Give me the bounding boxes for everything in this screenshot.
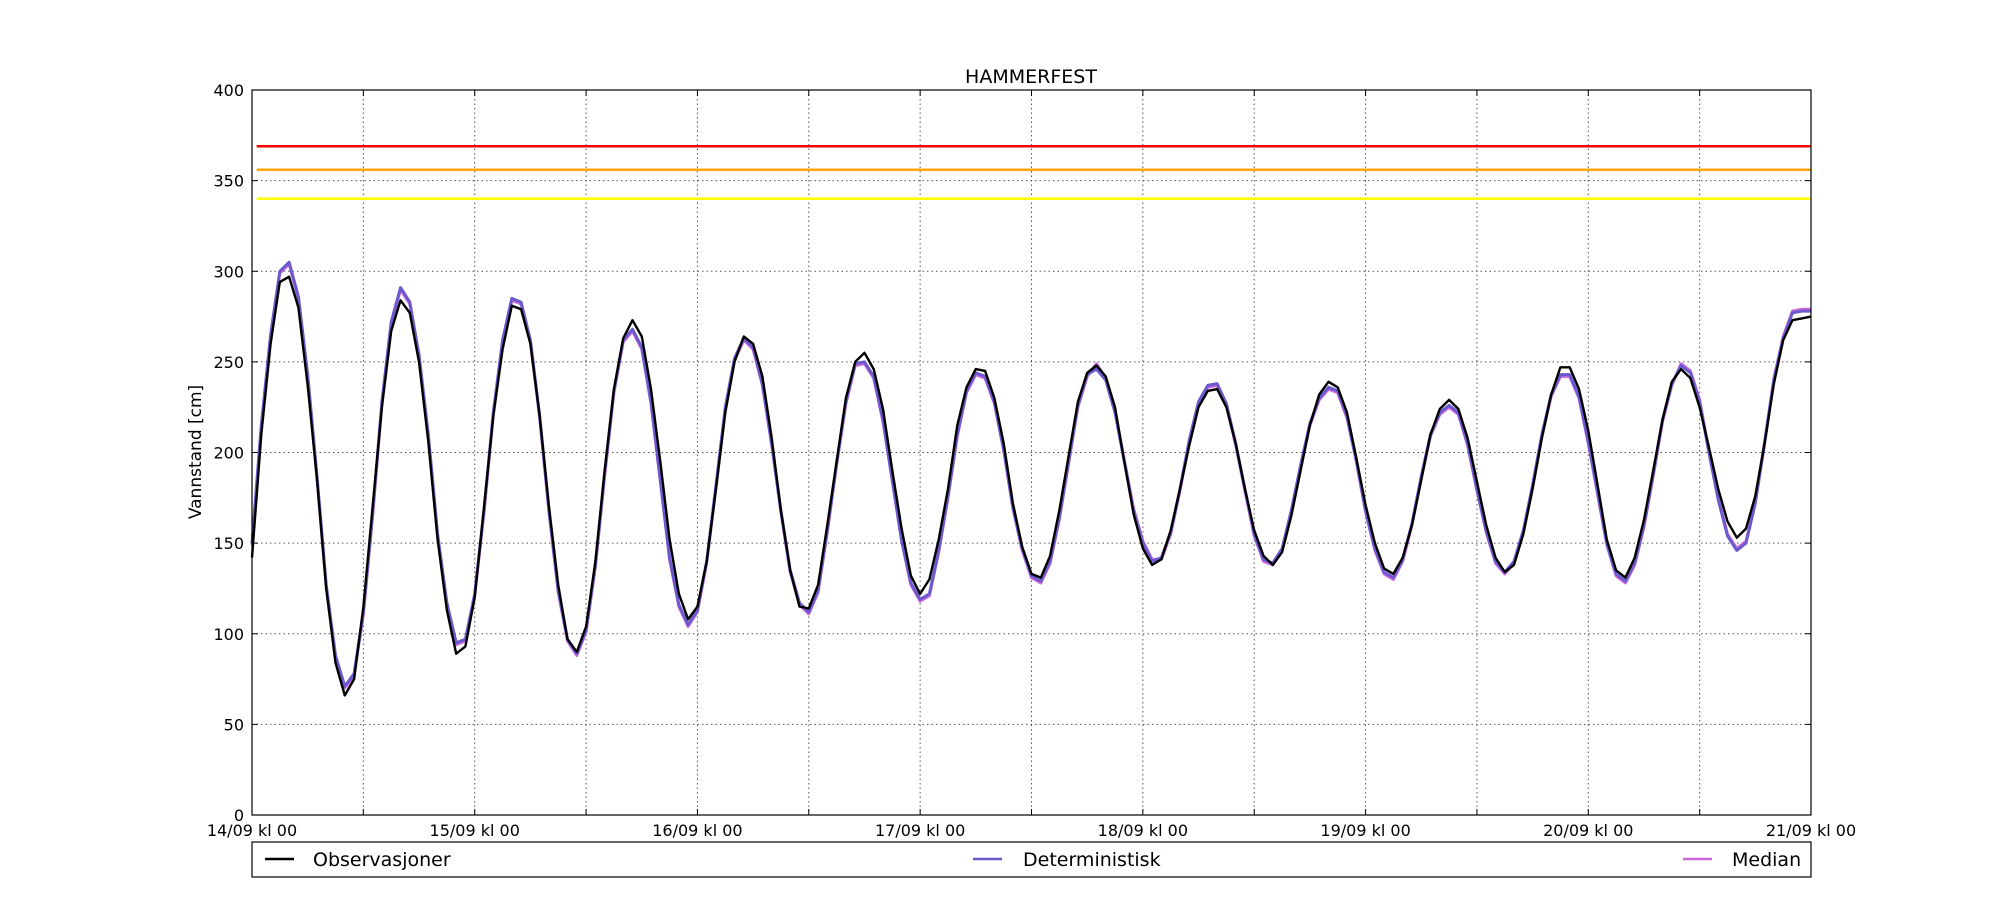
- chart-title: HAMMERFEST: [965, 66, 1097, 88]
- x-tick-label: 20/09 kl 00: [1543, 821, 1633, 840]
- y-tick-label: 400: [213, 81, 244, 100]
- y-tick-label: 150: [213, 534, 244, 553]
- threshold-lines: [256, 144, 1811, 200]
- x-tick-label: 21/09 kl 00: [1766, 821, 1856, 840]
- x-tick-label: 19/09 kl 00: [1320, 821, 1410, 840]
- legend-label-deterministisk: Deterministisk: [1023, 849, 1161, 871]
- y-tick-label: 50: [224, 715, 244, 734]
- y-axis-label: Vannstand [cm]: [186, 385, 206, 519]
- x-tick-label: 18/09 kl 00: [1098, 821, 1188, 840]
- x-tick-label: 15/09 kl 00: [430, 821, 520, 840]
- x-tick-label: 16/09 kl 00: [652, 821, 742, 840]
- legend-label-median: Median: [1732, 849, 1801, 871]
- series-line-observasjoner: [250, 275, 1812, 697]
- y-axis-ticks: 0 50 100 150 200 250 300 350 400: [213, 81, 1811, 825]
- x-tick-label: 17/09 kl 00: [875, 821, 965, 840]
- y-tick-label: 250: [213, 353, 244, 372]
- series-lines: [250, 260, 1812, 697]
- legend-label-observasjoner: Observasjoner: [313, 849, 451, 871]
- grid-lines: [252, 90, 1811, 815]
- y-tick-label: 0: [234, 806, 244, 825]
- legend: Observasjoner Deterministisk Median: [251, 841, 1812, 878]
- y-tick-label: 100: [213, 625, 244, 644]
- y-tick-label: 200: [213, 444, 244, 463]
- x-tick-label: 14/09 kl 00: [207, 821, 297, 840]
- x-axis-ticks: 14/09 kl 00 15/09 kl 00 16/09 kl 00 17/09 k…: [207, 90, 1856, 840]
- legend-frame: [251, 841, 1812, 878]
- series-line-deterministisk: [250, 260, 1811, 688]
- y-tick-label: 350: [213, 172, 244, 191]
- y-tick-label: 300: [213, 262, 244, 281]
